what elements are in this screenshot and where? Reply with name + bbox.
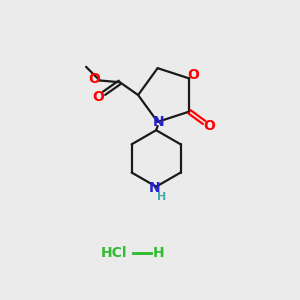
Text: O: O bbox=[89, 72, 100, 86]
Text: H: H bbox=[153, 245, 165, 260]
Text: O: O bbox=[187, 68, 199, 82]
Text: O: O bbox=[203, 119, 215, 133]
Text: HCl: HCl bbox=[101, 245, 128, 260]
Text: O: O bbox=[93, 90, 105, 104]
Text: H: H bbox=[158, 192, 167, 202]
Text: N: N bbox=[149, 181, 161, 195]
Text: N: N bbox=[153, 115, 164, 129]
